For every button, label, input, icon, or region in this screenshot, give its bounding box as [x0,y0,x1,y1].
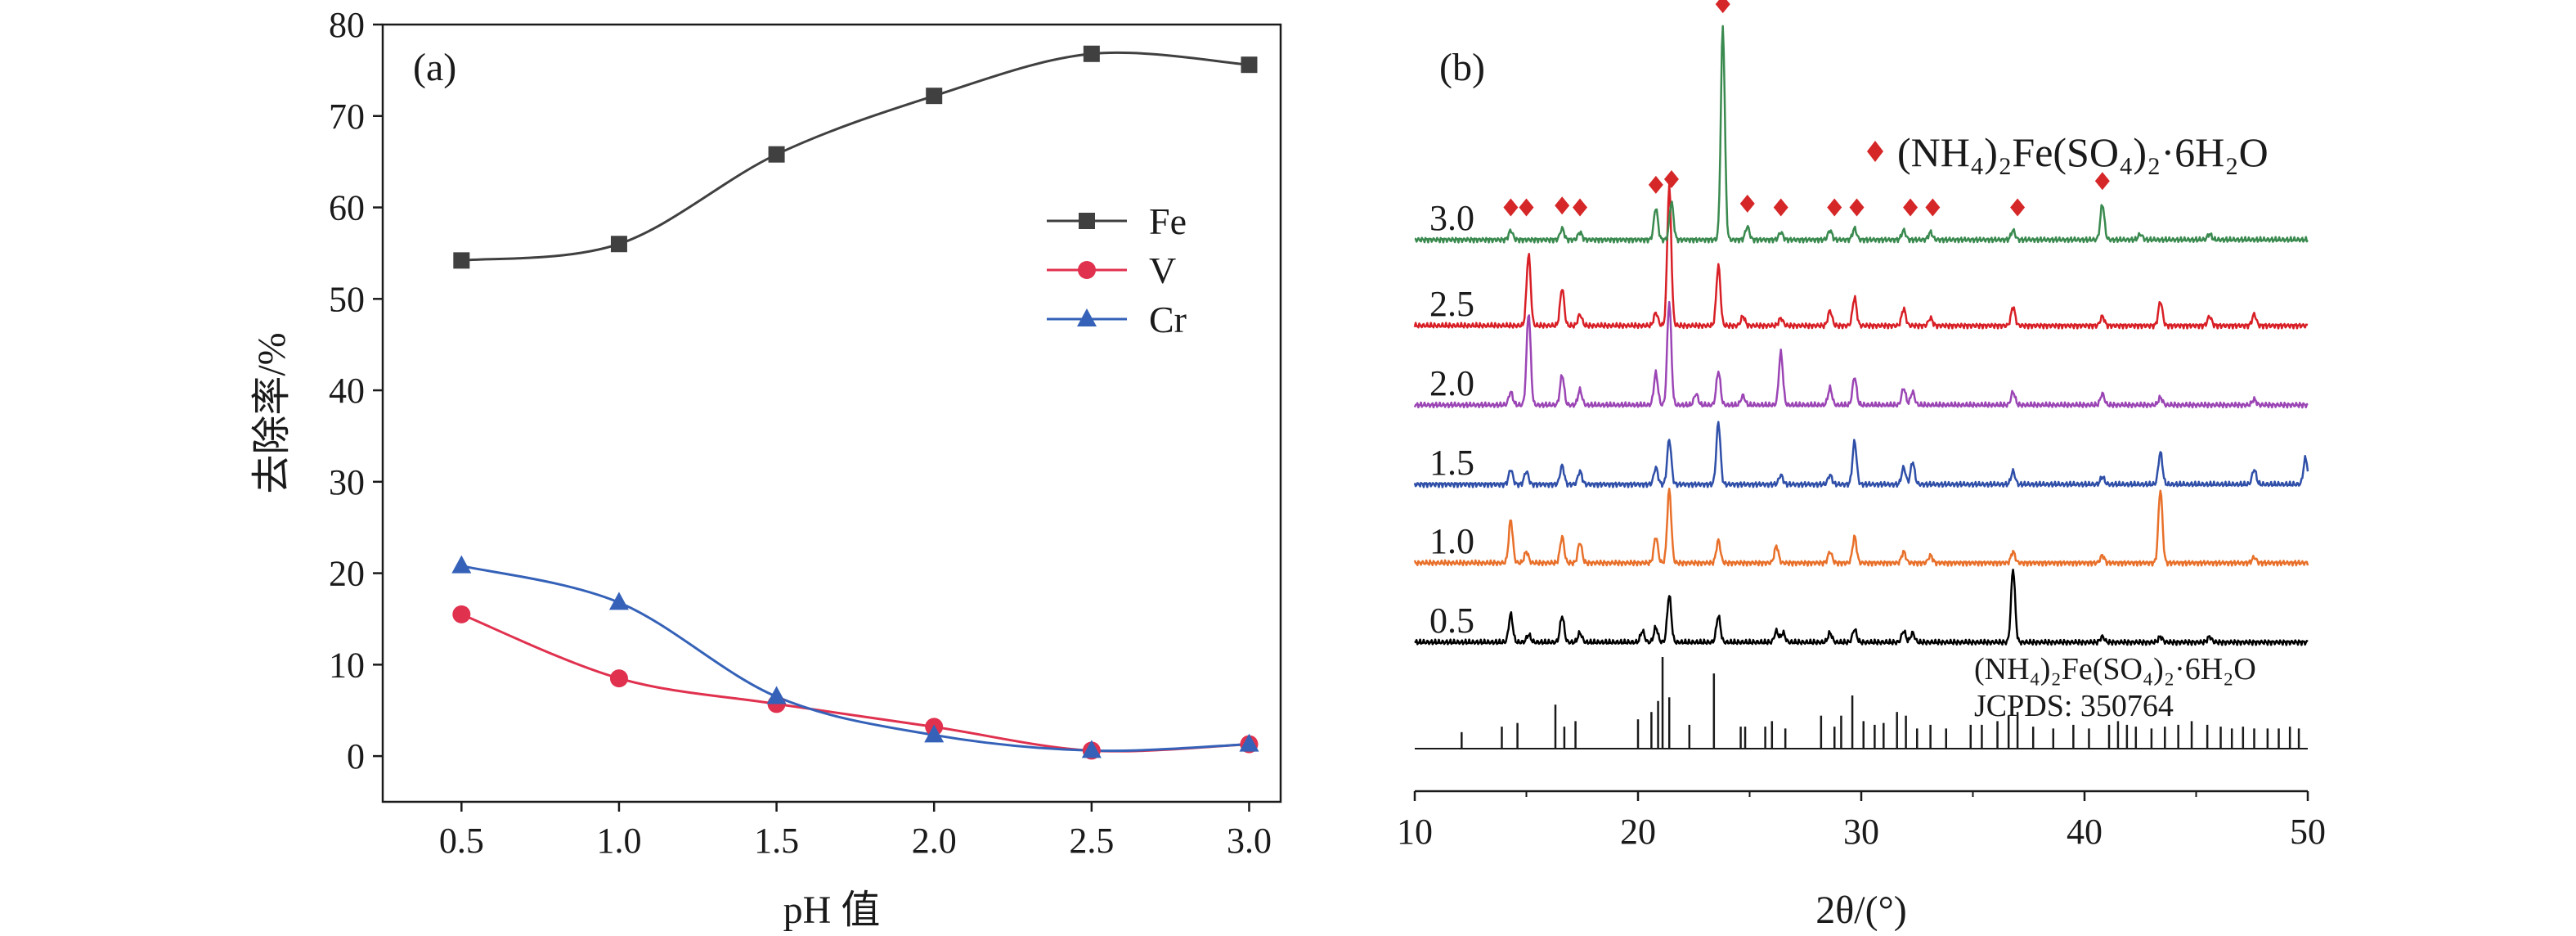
y-tick-label: 40 [329,371,365,411]
y-tick-label: 30 [329,462,365,502]
data-point-cr [1081,740,1102,758]
data-point-v [609,669,628,688]
series-line-fe [461,51,1250,262]
phase-marker-diamond [1663,170,1679,188]
ph-label-1.5: 1.5 [1429,443,1474,483]
data-point-cr [608,592,629,610]
phase-marker-diamond [1715,0,1730,14]
y-tick-label: 70 [329,97,365,137]
data-point-cr [924,724,945,743]
reference-name: (NH₄)₂Fe(SO₄)₂·6H₂O [1974,652,2256,686]
x-tick-label: 20 [1620,812,1656,852]
phase-marker-diamond [1555,196,1570,215]
panel-a-series-points [451,45,1259,760]
panel-a-x-axis: 0.5 1.0 1.5 2.0 2.5 3.0 [439,802,1272,861]
phase-marker-diamond [2094,172,2110,191]
panel-a-series-lines [460,51,1250,753]
data-point-v [452,605,471,623]
panel-a-y-axis: 0 10 20 30 40 50 60 70 80 [329,5,383,776]
phase-marker-diamond [1903,198,1919,217]
panel-b-phase-markers [1503,0,2110,217]
legend-marker-fe [1079,213,1095,229]
panel-b-legend-label: (NH₄)₂Fe(SO₄)₂·6H₂O [1897,129,2269,175]
legend-marker-v [1078,261,1096,279]
phase-marker-diamond [2010,198,2026,217]
legend-marker-cr [1077,308,1097,326]
phase-marker-diamond [1925,198,1941,217]
data-point-fe [926,88,943,105]
panel-b-xrd-patterns: 0.5 1.0 1.5 2.0 2.5 3.0 [1413,25,2309,646]
x-tick-label: 1.5 [754,821,799,861]
data-point-fe [768,146,785,163]
xrd-pattern-ph-3.0 [1414,25,2309,244]
phase-marker-diamond [1739,194,1755,213]
xrd-pattern-ph-1.0 [1413,488,2309,567]
panel-a-x-axis-title: pH 值 [783,889,881,932]
panel-a-removal-rate-chart: 0 10 20 30 40 50 60 70 80 0.5 1.0 1.5 2.0 2.5 3.0 Fe V… [250,5,1282,932]
y-tick-label: 10 [329,645,365,685]
panel-b-label: (b) [1439,46,1485,89]
data-point-cr [766,686,787,704]
y-tick-label: 80 [329,5,365,45]
series-line-v [460,613,1250,753]
panel-b-x-axis: 10 20 30 40 50 [1397,791,2326,852]
panel-a-plot-frame [381,23,1282,803]
ph-label-0.5: 0.5 [1429,601,1474,641]
x-tick-label: 0.5 [439,821,484,861]
data-point-cr [451,555,472,574]
data-point-fe [1083,45,1100,62]
panel-a-label: (a) [413,46,456,89]
y-tick-label: 60 [329,188,365,228]
ph-label-2.0: 2.0 [1429,363,1474,403]
reference-card-number: JCPDS: 350764 [1974,689,2174,723]
x-tick-label: 30 [1843,812,1879,852]
panel-a-y-axis-title: 去除率/% [250,332,294,493]
x-tick-label: 2.0 [912,821,957,861]
panel-a-legend: Fe V Cr [1047,200,1187,340]
xrd-pattern-ph-2.5 [1413,183,2309,330]
panel-b-xrd-chart: 10 20 30 40 50 0.5 1.0 1.5 2.0 2.5 3.0 (b) (NH₄)₂… [1397,0,2326,932]
xrd-pattern-ph-0.5 [1414,569,2309,646]
data-point-cr [1239,733,1259,752]
x-tick-label: 3.0 [1227,821,1272,861]
x-tick-label: 10 [1397,812,1433,852]
phase-marker-diamond [1827,198,1842,217]
phase-marker-diamond [1573,198,1588,217]
panel-b-x-axis-title: 2θ/(°) [1815,889,1907,932]
y-tick-label: 50 [329,279,365,319]
phase-marker-diamond [1773,198,1788,217]
phase-marker-diamond [1519,198,1534,217]
legend-label-cr: Cr [1149,299,1187,340]
ph-label-3.0: 3.0 [1429,198,1474,238]
phase-marker-diamond [1648,175,1663,194]
panel-b-reference-pattern [1415,657,2308,749]
x-tick-label: 2.5 [1069,821,1114,861]
y-tick-label: 0 [347,736,365,776]
x-tick-label: 1.0 [596,821,641,861]
x-tick-label: 50 [2290,812,2326,852]
ph-label-2.5: 2.5 [1429,284,1474,324]
legend-diamond-icon [1867,141,1883,162]
data-point-fe [453,252,470,269]
phase-marker-diamond [1503,198,1519,217]
legend-label-v: V [1149,250,1176,291]
y-tick-label: 20 [329,554,365,594]
data-point-fe [610,236,627,253]
data-point-fe [1241,56,1258,74]
phase-marker-diamond [1849,198,1865,217]
ph-label-1.0: 1.0 [1429,521,1474,561]
xrd-pattern-ph-1.5 [1413,421,2309,488]
legend-label-fe: Fe [1149,200,1187,242]
xrd-pattern-ph-2.0 [1413,300,2309,409]
series-line-cr [460,565,1250,753]
x-tick-label: 40 [2067,812,2103,852]
